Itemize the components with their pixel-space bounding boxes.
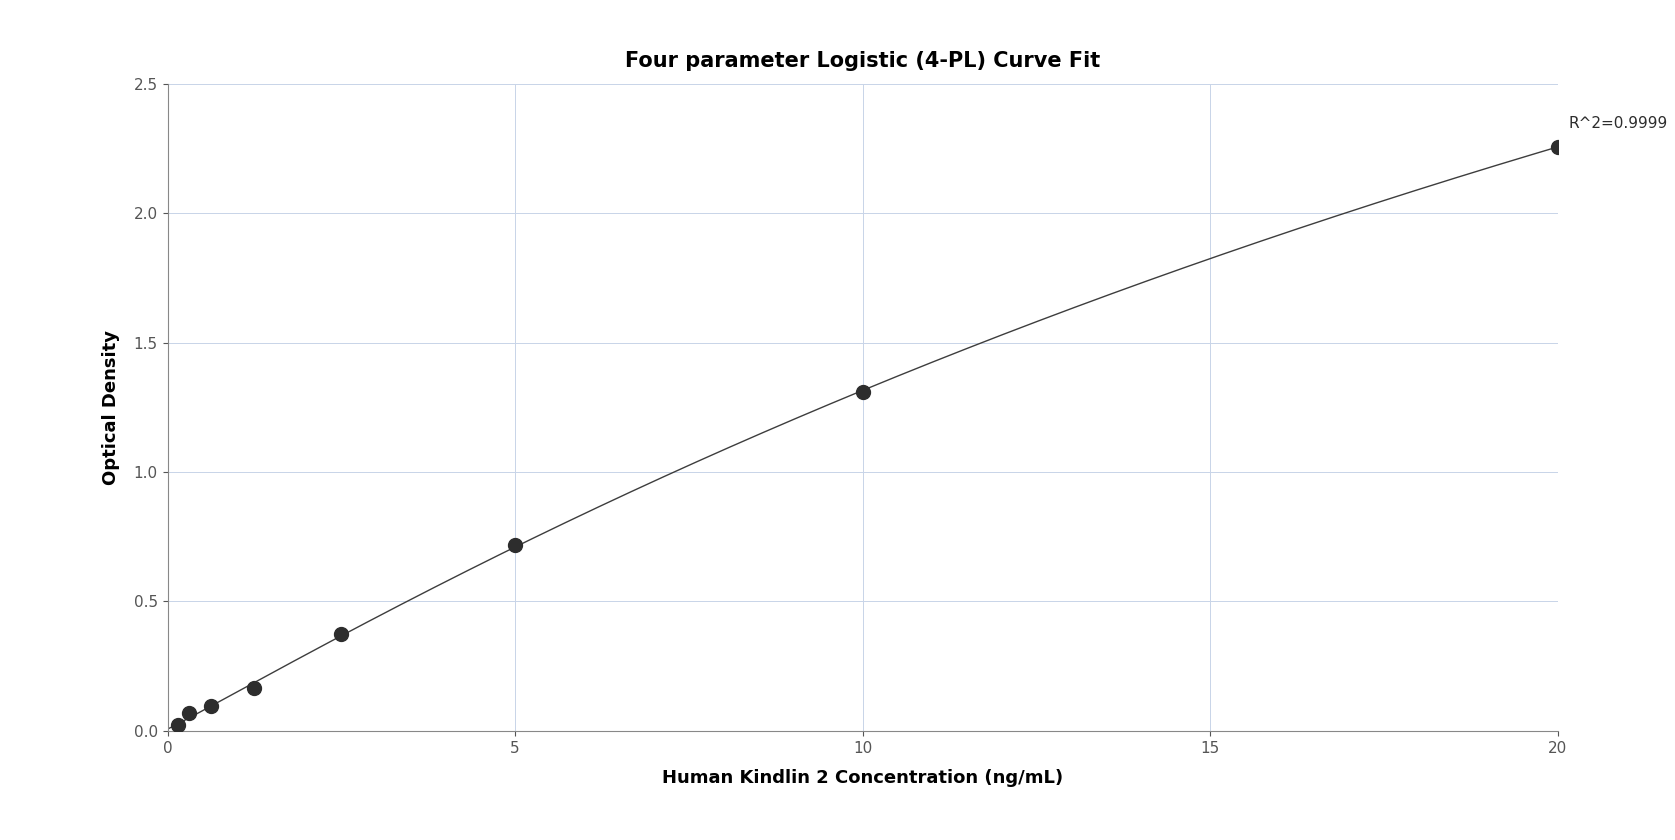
Point — [176, 706, 203, 720]
Text: R^2=0.9999: R^2=0.9999 — [1568, 116, 1667, 131]
Y-axis label: Optical Density: Optical Density — [102, 330, 121, 485]
Title: Four parameter Logistic (4-PL) Curve Fit: Four parameter Logistic (4-PL) Curve Fit — [625, 51, 1100, 71]
Point — [502, 538, 529, 552]
Point — [1544, 140, 1571, 154]
Point — [328, 627, 355, 640]
Point — [241, 681, 268, 695]
Point — [849, 386, 876, 399]
Point — [198, 700, 224, 713]
Point — [164, 719, 191, 732]
X-axis label: Human Kindlin 2 Concentration (ng/mL): Human Kindlin 2 Concentration (ng/mL) — [662, 769, 1064, 787]
